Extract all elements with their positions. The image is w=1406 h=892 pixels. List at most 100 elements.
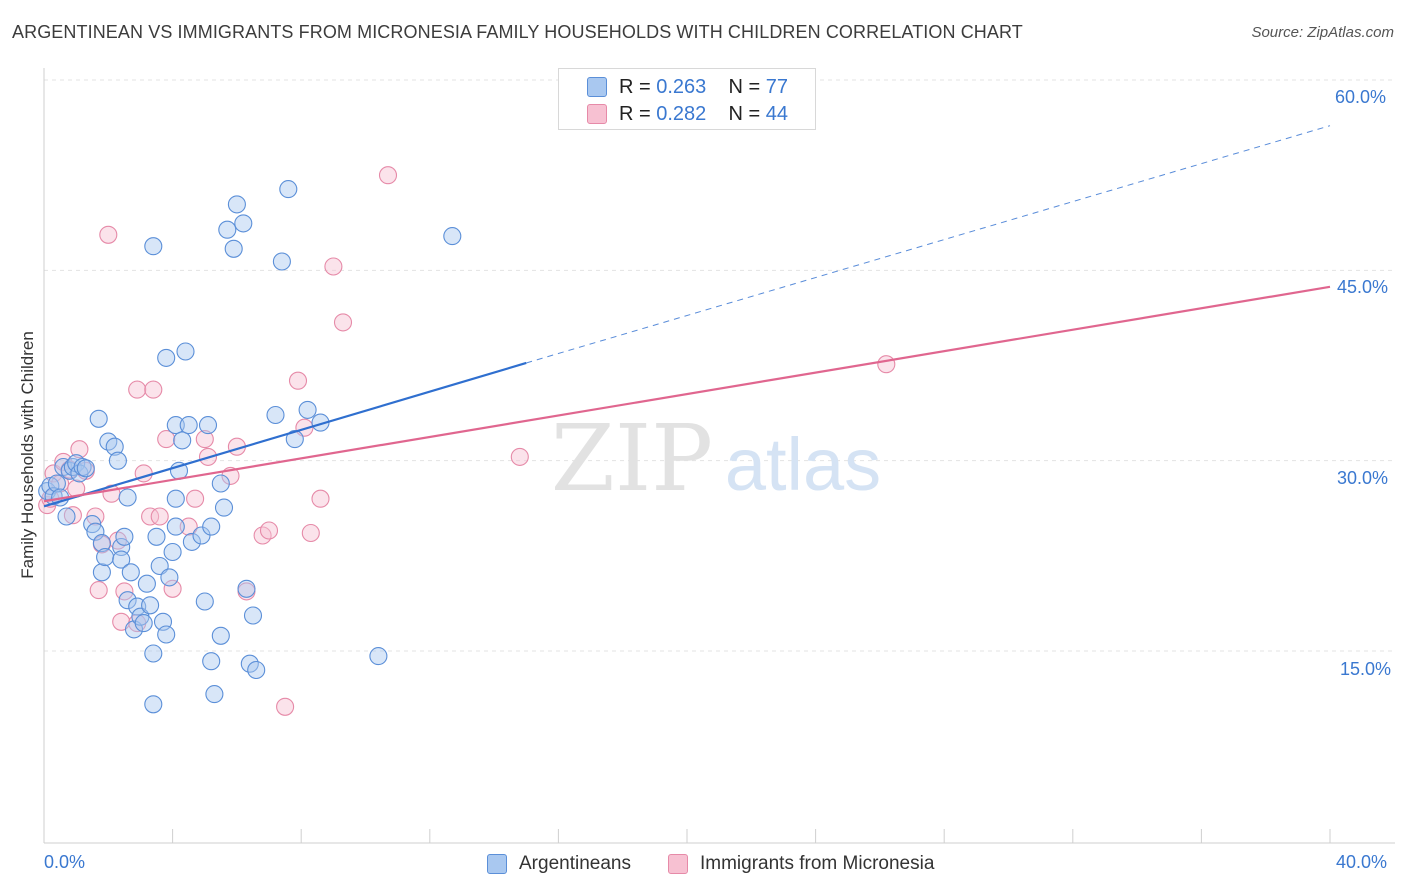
regression-extension-argentineans <box>526 125 1331 364</box>
watermark-atlas: atlas <box>725 423 881 506</box>
data-point-micronesia <box>324 257 343 276</box>
data-point-argentinean <box>144 644 163 663</box>
data-point-argentinean <box>157 625 176 644</box>
legend-n-label: N = <box>728 75 761 98</box>
data-point-argentinean <box>163 542 182 562</box>
legend-n-value: 44 <box>765 102 789 125</box>
y-tick-label-30: 30.0% <box>1337 468 1389 488</box>
data-point-micronesia <box>63 506 82 525</box>
legend-swatch-pink <box>587 104 607 124</box>
data-point-micronesia <box>144 380 163 399</box>
data-point-argentinean <box>443 227 462 246</box>
legend-swatch-blue <box>487 854 507 874</box>
legend-r-value: 0.282 <box>656 102 707 125</box>
data-point-argentinean <box>237 579 256 598</box>
data-point-micronesia <box>70 440 89 459</box>
data-point-micronesia <box>99 225 118 244</box>
data-point-micronesia <box>276 697 295 716</box>
data-point-micronesia <box>141 507 160 526</box>
data-point-argentinean <box>243 606 263 625</box>
data-point-argentinean <box>214 498 234 517</box>
data-point-argentinean <box>218 220 237 239</box>
data-point-argentinean <box>89 409 108 428</box>
data-point-argentinean <box>76 459 95 478</box>
watermark-zip: ZIP <box>551 405 713 512</box>
data-point-argentinean <box>144 695 163 714</box>
data-point-micronesia <box>150 507 169 526</box>
data-point-argentinean <box>247 660 266 680</box>
grid-lines <box>44 79 1395 652</box>
data-point-argentinean <box>141 596 160 615</box>
x-tick-label-min: 0.0% <box>44 852 86 872</box>
legend-swatch-pink <box>668 854 688 874</box>
data-point-argentinean <box>118 488 137 507</box>
data-point-argentinean <box>166 416 185 435</box>
legend-item-micronesia: Immigrants from Micronesia <box>668 851 934 877</box>
series-argentineans-points <box>38 180 462 714</box>
data-point-micronesia <box>128 380 147 399</box>
axes <box>43 68 1395 844</box>
data-point-argentinean <box>285 430 304 449</box>
data-point-argentinean <box>211 474 230 493</box>
legend-n-label: N = <box>728 102 761 125</box>
data-point-argentinean <box>298 400 317 419</box>
data-point-argentinean <box>202 652 221 671</box>
legend-n-value: 77 <box>765 75 789 98</box>
data-point-argentinean <box>157 348 176 367</box>
data-point-argentinean <box>166 489 185 508</box>
data-point-micronesia <box>186 489 205 508</box>
legend-label-argentineans: Argentineans <box>519 853 631 874</box>
y-tick-label-60: 60.0% <box>1335 87 1387 107</box>
data-point-argentinean <box>173 431 192 450</box>
legend-row-micronesia: R = 0.282 N = 44 <box>587 102 788 126</box>
data-point-micronesia <box>510 447 529 466</box>
data-point-micronesia <box>311 489 330 508</box>
data-point-argentinean <box>57 507 76 526</box>
data-point-micronesia <box>89 581 108 600</box>
source-label: Source: ZipAtlas.com <box>1251 24 1394 41</box>
data-point-argentinean <box>92 563 111 582</box>
data-point-argentinean <box>134 614 153 633</box>
data-point-argentinean <box>108 451 127 470</box>
chart-title: ARGENTINEAN VS IMMIGRANTS FROM MICRONESI… <box>12 22 1023 42</box>
data-point-argentinean <box>266 405 285 425</box>
regression-line-micronesia <box>43 285 1331 503</box>
data-point-argentinean <box>147 527 166 546</box>
legend-label-micronesia: Immigrants from Micronesia <box>700 853 935 874</box>
legend-row-argentineans: R = 0.263 N = 77 <box>587 75 788 99</box>
regression-lines <box>43 125 1331 508</box>
correlation-legend: R = 0.263 N = 77 R = 0.282 N = 44 <box>558 68 816 130</box>
data-point-micronesia <box>259 521 279 540</box>
data-point-argentinean <box>176 342 195 361</box>
data-point-micronesia <box>877 355 896 374</box>
legend-r-value: 0.263 <box>656 75 707 98</box>
data-point-argentinean <box>47 474 66 493</box>
legend-r-label: R = <box>619 75 651 98</box>
data-point-argentinean <box>92 534 111 553</box>
regression-line-argentineans <box>43 361 527 508</box>
data-point-micronesia <box>163 579 182 598</box>
data-point-argentinean <box>128 597 147 616</box>
data-point-micronesia <box>179 517 198 536</box>
legend-r-label: R = <box>619 102 651 125</box>
data-point-argentinean <box>227 195 246 214</box>
data-point-argentinean <box>112 537 131 557</box>
data-point-argentinean <box>182 532 201 551</box>
data-point-argentinean <box>105 437 124 456</box>
data-point-argentinean <box>160 568 179 587</box>
data-point-argentinean <box>234 214 253 233</box>
data-point-micronesia <box>301 523 320 543</box>
data-point-argentinean <box>118 591 137 610</box>
data-point-argentinean <box>96 548 115 567</box>
data-point-argentinean <box>112 550 131 569</box>
y-tick-label-15: 15.0% <box>1340 659 1392 679</box>
data-point-argentinean <box>121 563 140 582</box>
data-point-argentinean <box>166 517 185 536</box>
data-point-micronesia <box>157 430 176 449</box>
x-tick-label-max: 40.0% <box>1336 852 1388 872</box>
data-point-argentinean <box>115 527 134 546</box>
data-point-micronesia <box>54 452 73 471</box>
data-point-argentinean <box>202 517 221 536</box>
data-point-argentinean <box>144 237 163 256</box>
